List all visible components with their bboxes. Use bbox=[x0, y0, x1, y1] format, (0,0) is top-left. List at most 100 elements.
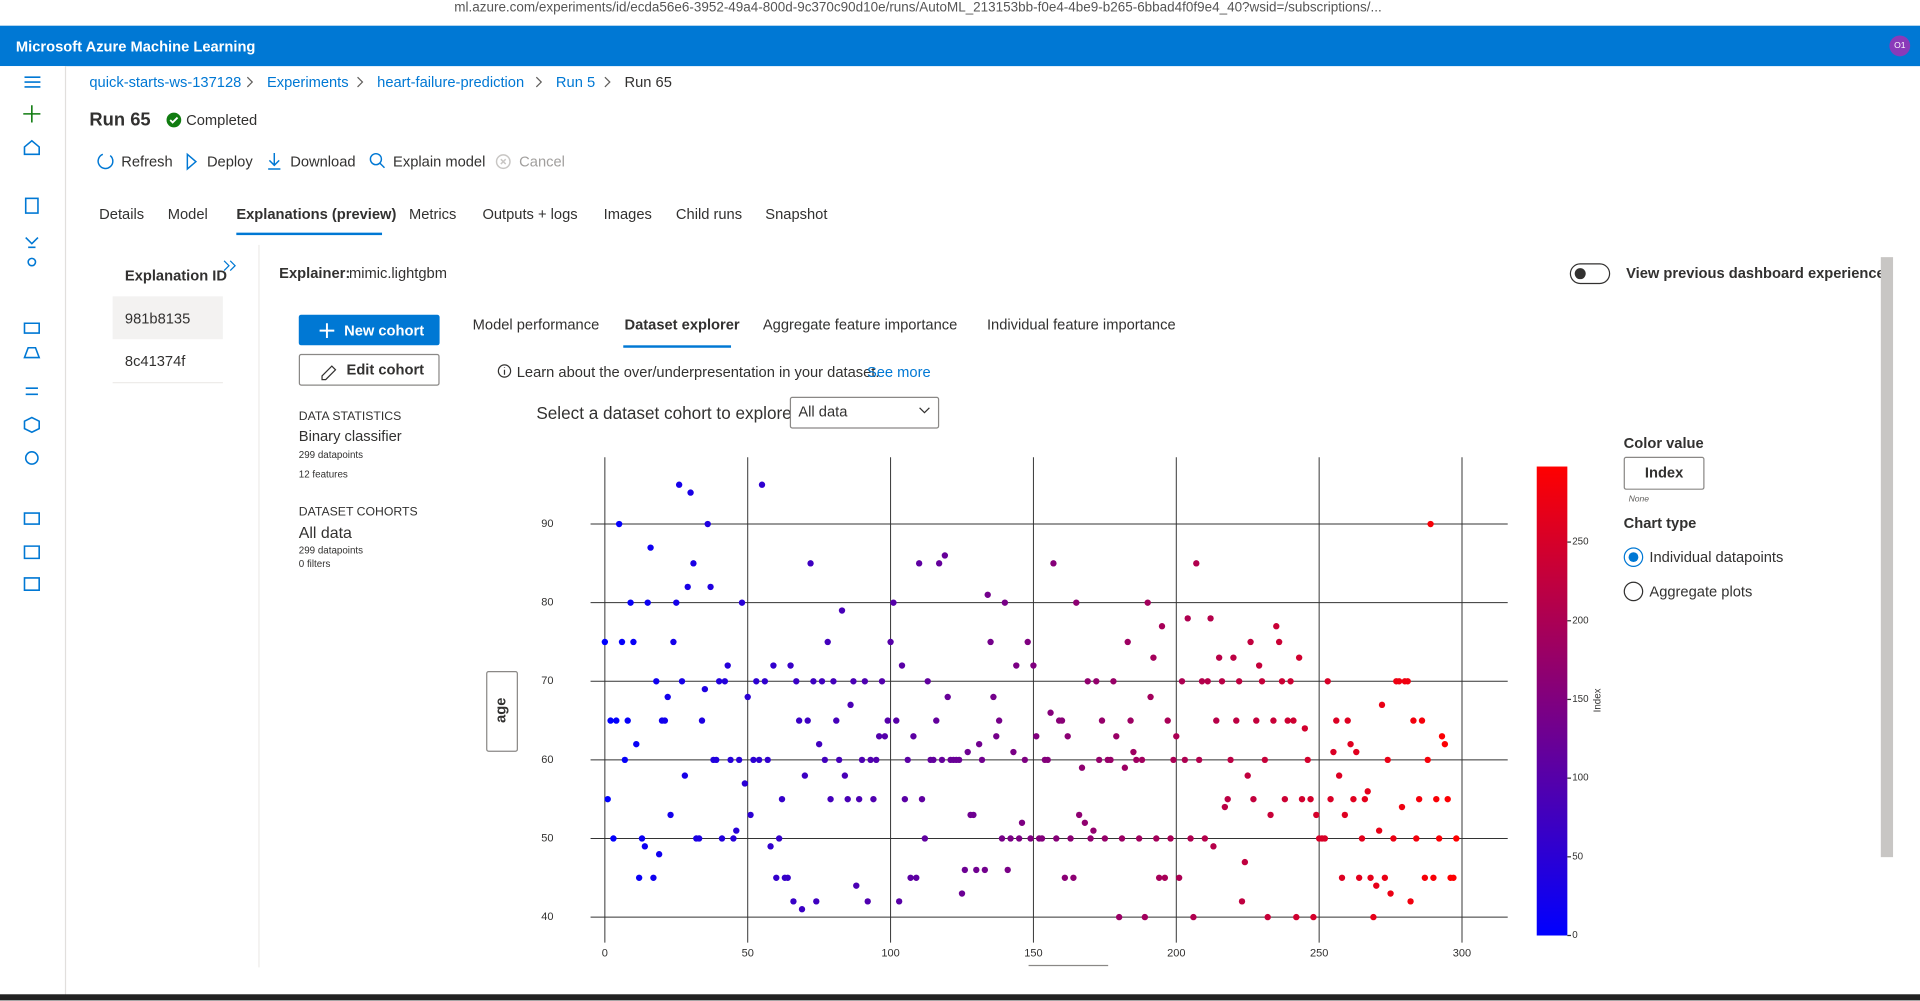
data-point bbox=[638, 835, 646, 842]
toggle-label: View previous dashboard experience bbox=[1626, 264, 1885, 282]
tab[interactable]: Details bbox=[99, 205, 145, 223]
toggle[interactable] bbox=[1569, 263, 1611, 285]
data-point bbox=[741, 780, 749, 787]
info-link[interactable]: See more bbox=[866, 363, 931, 381]
data-point bbox=[1450, 874, 1457, 881]
app-title[interactable]: Microsoft Azure Machine Learning bbox=[15, 37, 256, 56]
cohort-text: 0 filters bbox=[298, 558, 331, 570]
subtab[interactable]: Aggregate feature importance bbox=[762, 315, 958, 334]
breadcrumb-link[interactable]: heart-failure-prediction bbox=[377, 73, 525, 91]
tab-active[interactable]: Explanations (preview) bbox=[236, 205, 397, 223]
nav-icons bbox=[23, 76, 41, 592]
subtab-underline bbox=[623, 345, 732, 348]
toolbar-button[interactable]: Refresh bbox=[121, 153, 173, 171]
data-point bbox=[870, 795, 877, 803]
data-point bbox=[1198, 678, 1206, 685]
run-title: Run 65 bbox=[89, 109, 151, 131]
toolbar-button[interactable]: Deploy bbox=[206, 153, 253, 171]
toolbar-button[interactable]: Download bbox=[290, 153, 356, 171]
data-point bbox=[704, 520, 711, 528]
data-point bbox=[878, 678, 886, 685]
data-point bbox=[673, 599, 680, 606]
data-point bbox=[755, 756, 763, 764]
url[interactable]: ml.azure.com/experiments/id/ecda56e6-395… bbox=[454, 0, 1382, 16]
toggle-knob bbox=[1574, 268, 1586, 280]
x-tick-label: 50 bbox=[742, 948, 754, 960]
dropdown[interactable] bbox=[789, 396, 940, 429]
data-point bbox=[1098, 717, 1106, 724]
explanation-id[interactable]: 981b8135 bbox=[124, 309, 191, 327]
data-point bbox=[1370, 913, 1377, 921]
scrollbar[interactable] bbox=[1880, 257, 1894, 858]
data-point bbox=[915, 560, 923, 567]
data-point bbox=[1155, 874, 1163, 881]
data-point bbox=[913, 874, 920, 881]
stats-heading: DATA STATISTICS bbox=[298, 410, 402, 424]
data-point bbox=[1398, 803, 1406, 811]
y-tick-label: 50 bbox=[541, 832, 553, 844]
color-button[interactable]: Index bbox=[1623, 456, 1705, 490]
tab[interactable]: Metrics bbox=[408, 205, 457, 223]
data-point bbox=[1355, 874, 1363, 881]
data-point bbox=[1424, 756, 1431, 764]
data-point bbox=[1427, 520, 1434, 528]
tab[interactable]: Outputs + logs bbox=[482, 205, 578, 223]
breadcrumb-link[interactable]: Run 5 bbox=[555, 73, 596, 91]
axis-button[interactable] bbox=[486, 671, 518, 752]
radio-label[interactable]: Aggregate plots bbox=[1649, 582, 1753, 601]
tab[interactable]: Images bbox=[603, 205, 652, 223]
data-point bbox=[970, 811, 977, 819]
data-point bbox=[850, 678, 857, 685]
data-point bbox=[838, 607, 846, 614]
data-point bbox=[664, 693, 671, 701]
toolbar-icons bbox=[97, 152, 511, 171]
data-point bbox=[1213, 717, 1220, 724]
breadcrumb-link[interactable]: Experiments bbox=[266, 73, 349, 91]
tab[interactable]: Model bbox=[167, 205, 208, 223]
subtab-active[interactable]: Dataset explorer bbox=[624, 315, 740, 334]
data-point bbox=[633, 740, 640, 748]
data-point bbox=[1295, 654, 1303, 661]
toolbar-button[interactable]: Explain model bbox=[393, 153, 486, 171]
radio-buttons bbox=[1623, 547, 1644, 602]
data-point bbox=[1413, 835, 1420, 842]
radio-label[interactable]: Individual datapoints bbox=[1649, 548, 1784, 566]
x-tick-label: 0 bbox=[602, 948, 608, 960]
data-point bbox=[1364, 788, 1371, 795]
data-point bbox=[1081, 819, 1089, 826]
y-tick-label: 60 bbox=[541, 754, 553, 766]
data-point bbox=[1444, 795, 1451, 803]
data-point bbox=[1421, 874, 1429, 881]
data-point bbox=[835, 756, 843, 764]
data-point bbox=[1261, 756, 1269, 764]
y-tick-label: 40 bbox=[541, 911, 553, 923]
data-point bbox=[873, 756, 880, 764]
subtab[interactable]: Model performance bbox=[472, 315, 600, 334]
explanation-id[interactable]: 8c41374f bbox=[124, 352, 186, 370]
data-point bbox=[1061, 874, 1069, 881]
data-point bbox=[1004, 866, 1011, 874]
data-point bbox=[607, 717, 614, 724]
data-point bbox=[613, 717, 620, 724]
data-point bbox=[715, 678, 723, 685]
secondary-button[interactable] bbox=[298, 353, 440, 386]
data-point bbox=[798, 906, 806, 913]
data-point bbox=[733, 827, 740, 834]
data-point bbox=[1338, 874, 1346, 881]
data-point bbox=[1327, 795, 1334, 803]
breadcrumb-link[interactable]: quick-starts-ws-137128 bbox=[89, 73, 242, 91]
tab[interactable]: Child runs bbox=[675, 205, 743, 223]
data-point bbox=[753, 678, 760, 685]
data-point bbox=[958, 890, 966, 897]
data-point bbox=[987, 638, 994, 646]
left-nav bbox=[0, 66, 67, 1001]
data-point bbox=[687, 489, 694, 496]
data-point bbox=[1330, 748, 1337, 756]
avatar[interactable]: O1 bbox=[1889, 35, 1911, 57]
data-point bbox=[761, 678, 769, 685]
data-point bbox=[1150, 654, 1157, 661]
tab[interactable]: Snapshot bbox=[765, 205, 828, 223]
data-point bbox=[1321, 835, 1329, 842]
subtab[interactable]: Individual feature importance bbox=[986, 315, 1176, 334]
data-point bbox=[1018, 819, 1026, 826]
